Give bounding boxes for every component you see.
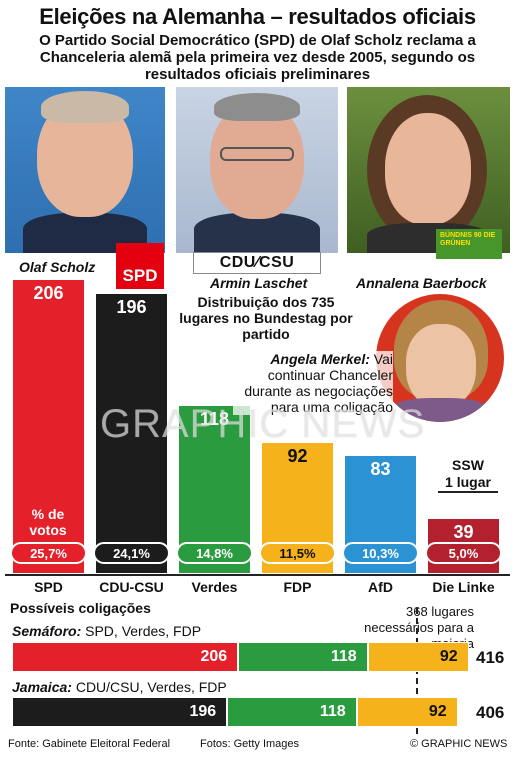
scholz-photo xyxy=(5,87,165,253)
coalition-jamaica-name: Jamaica: xyxy=(12,679,72,695)
footer-credit: © GRAPHIC NEWS xyxy=(410,738,508,750)
spd-logo: SPD xyxy=(116,243,164,289)
party-name-afd: AfD xyxy=(368,579,393,595)
vote-pct-spd: 25,7% xyxy=(10,542,87,564)
seats-label-verdes: 118 xyxy=(199,409,230,430)
coalition-semaforo-parties: SPD, Verdes, FDP xyxy=(85,623,202,639)
coalition-1-segment-1: 118 xyxy=(227,697,357,727)
coalition-jamaica-total: 406 xyxy=(476,703,505,722)
ssw-note: SSW 1 lugar xyxy=(432,457,504,491)
coalition-jamaica-parties: CDU/CSU, Verdes, FDP xyxy=(75,679,227,695)
chart-baseline xyxy=(5,574,510,576)
coalition-jamaica-label: Jamaica: CDU/CSU, Verdes, FDP xyxy=(12,679,227,695)
seats-label-fdp: 92 xyxy=(287,446,308,467)
party-name-verdes: Verdes xyxy=(191,579,238,595)
ssw-seats: 1 lugar xyxy=(445,474,491,490)
coalition-semaforo-total: 416 xyxy=(476,648,505,667)
cdu-csu-logo: CDU⁄CSU xyxy=(193,252,321,274)
vote-pct-fdp: 11,5% xyxy=(259,542,336,564)
page-title: Eleições na Alemanha – resultados oficia… xyxy=(39,4,476,29)
party-name-spd: SPD xyxy=(34,579,63,595)
laschet-name: Armin Laschet xyxy=(210,275,308,291)
votes-note: % de votos xyxy=(29,506,67,538)
coalitions-title: Possíveis coligações xyxy=(10,600,151,616)
merkel-note: Angela Merkel: Vai continuar Chanceler d… xyxy=(233,351,393,415)
ssw-divider xyxy=(438,491,498,493)
footer-photos: Fotos: Getty Images xyxy=(200,738,300,750)
coalition-1-segment-2: 92 xyxy=(356,697,458,727)
coalition-semaforo-label: Semáforo: SPD, Verdes, FDP xyxy=(12,623,201,639)
vote-pct-verdes: 14,8% xyxy=(176,542,253,564)
seats-label-cdu-csu: 196 xyxy=(116,297,147,318)
baerbock-name: Annalena Baerbock xyxy=(356,275,487,291)
gruene-logo: BÜNDNIS 90 DIE GRÜNEN xyxy=(436,229,502,259)
laschet-photo xyxy=(176,87,338,253)
scholz-name: Olaf Scholz xyxy=(19,259,96,275)
seats-label-afd: 83 xyxy=(370,459,391,480)
vote-pct-die linke: 5,0% xyxy=(425,542,502,564)
bar-cdu-csu xyxy=(95,293,168,574)
seats-label-die linke: 39 xyxy=(453,522,474,543)
coalition-0-segment-2: 92 xyxy=(367,642,469,672)
party-name-cdu-csu: CDU-CSU xyxy=(99,579,164,595)
footer-source: Fonte: Gabinete Eleitoral Federal xyxy=(8,738,171,750)
page-subtitle: O Partido Social Democrático (SPD) de Ol… xyxy=(39,32,476,83)
ssw-name: SSW xyxy=(452,457,484,473)
coalition-0-segment-0: 206 xyxy=(12,642,239,672)
party-name-die linke: Die Linke xyxy=(432,579,495,595)
coalition-1-segment-0: 196 xyxy=(12,697,228,727)
vote-pct-cdu-csu: 24,1% xyxy=(93,542,170,564)
merkel-text: Vai continuar Chanceler durante as negoc… xyxy=(244,351,393,415)
baerbock-photo xyxy=(347,87,510,253)
party-name-fdp: FDP xyxy=(283,579,312,595)
coalition-semaforo-name: Semáforo: xyxy=(12,623,82,639)
bar-spd xyxy=(12,279,85,574)
merkel-photo xyxy=(376,294,504,422)
watermark: GRAPHIC NEWS xyxy=(100,402,426,446)
vote-pct-afd: 10,3% xyxy=(342,542,419,564)
seats-label-spd: 206 xyxy=(33,283,64,303)
merkel-name: Angela Merkel: xyxy=(270,351,370,367)
coalition-0-segment-1: 118 xyxy=(238,642,368,672)
distribution-note: Distribuição dos 735 lugares no Bundesta… xyxy=(179,294,353,342)
